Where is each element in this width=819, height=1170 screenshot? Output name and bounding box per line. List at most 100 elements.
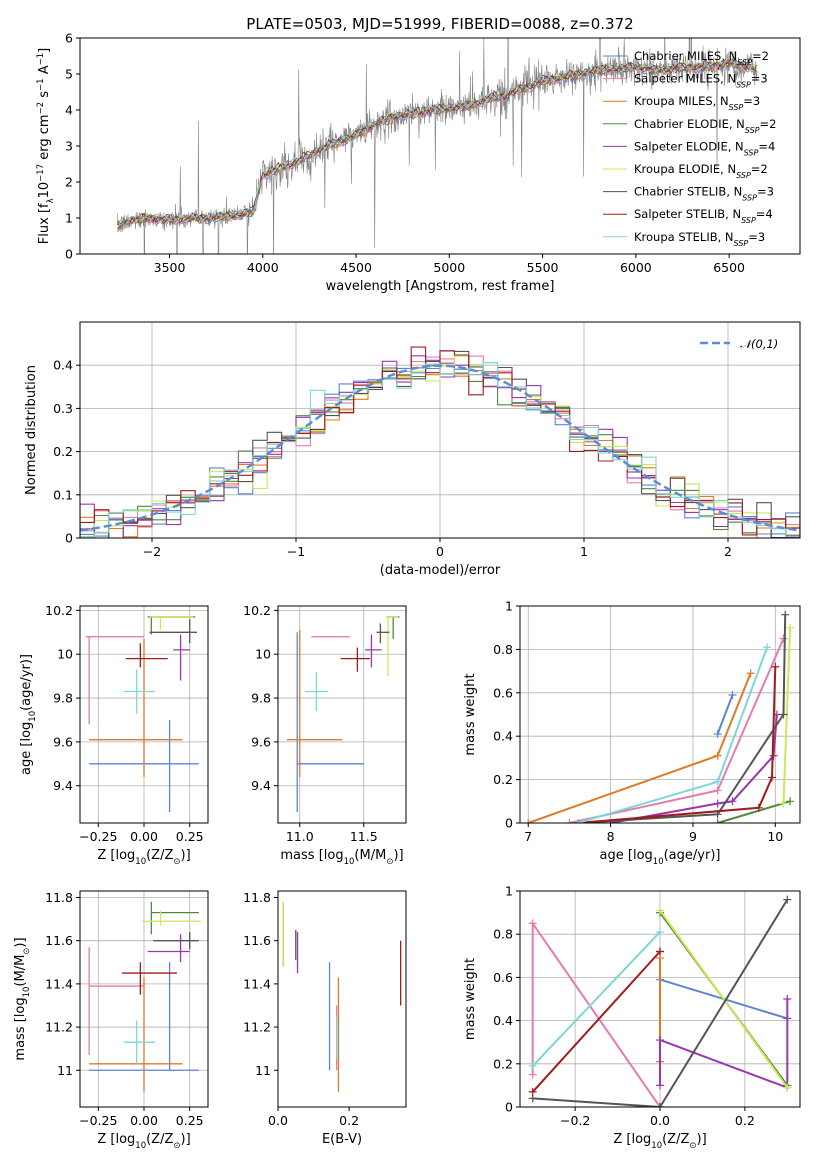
weight-point-marker bbox=[656, 1081, 664, 1090]
plot-area bbox=[88, 901, 201, 1092]
legend-entry: Salpeter MILES, NSSP=3 bbox=[634, 72, 768, 90]
errorbar-point bbox=[89, 977, 183, 1092]
massweight-vs-age-panel: 7 8 9 10 0 0.2 0.4 0.6 0.8 1 age [log10​(age/yr)] m… bbox=[463, 599, 801, 867]
x-tick-label: −1 bbox=[287, 544, 305, 559]
x-tick-label: 0.0 bbox=[650, 1113, 670, 1128]
spectrum-legend: Chabrier MILES, NSSP=2 Salpeter MILES, NS… bbox=[603, 49, 776, 247]
weight-point-marker bbox=[763, 643, 772, 652]
x-tick-label: 11.5 bbox=[350, 829, 378, 844]
y-axis-label: mass [log10​(M/M⊙​)] bbox=[13, 937, 32, 1060]
weight-series-line bbox=[577, 614, 787, 823]
legend-entry: 𝒩(0,1) bbox=[740, 337, 778, 351]
x-axis-label: wavelength [Angstrom, rest frame] bbox=[326, 279, 555, 294]
weight-series-line bbox=[569, 638, 785, 823]
weight-point-marker bbox=[528, 1070, 537, 1079]
y-tick-label: 3 bbox=[65, 139, 73, 154]
weight-point-marker bbox=[656, 928, 664, 937]
y-tick-label: 0.2 bbox=[53, 444, 73, 459]
weight-point-marker bbox=[713, 786, 722, 795]
weight-series-line bbox=[531, 931, 661, 1067]
x-tick-label: 3500 bbox=[154, 260, 186, 275]
x-tick-label: 5500 bbox=[527, 260, 559, 275]
y-tick-label: 1 bbox=[65, 211, 73, 226]
y-tick-label: 0.1 bbox=[53, 487, 73, 502]
y-axis-label: Normed distribution bbox=[24, 365, 39, 495]
weight-point-marker bbox=[565, 819, 574, 823]
weight-point-marker bbox=[656, 906, 664, 915]
weight-point-marker bbox=[713, 799, 722, 808]
y-tick-label: 0.2 bbox=[493, 1056, 513, 1071]
x-tick-label: 6000 bbox=[620, 260, 652, 275]
weight-point-marker bbox=[728, 690, 737, 699]
x-tick-label: 7 bbox=[524, 829, 532, 844]
y-tick-label: 11.2 bbox=[45, 1020, 73, 1035]
y-tick-label: 2 bbox=[65, 175, 73, 190]
y-axis-label: mass weight bbox=[463, 958, 478, 1040]
y-tick-label: 6 bbox=[65, 31, 73, 46]
weight-point-marker bbox=[783, 1083, 792, 1092]
errorbar-point bbox=[125, 643, 168, 668]
weight-point-marker bbox=[528, 1087, 537, 1096]
weight-point-marker bbox=[779, 710, 788, 719]
errorbar-point bbox=[376, 623, 390, 644]
y-tick-label: 10.2 bbox=[45, 603, 73, 618]
weight-point-marker bbox=[656, 1036, 664, 1045]
y-axis-label: Flux [fλ​10−17​ erg cm−2​ s−1​ A−1​] bbox=[36, 48, 56, 244]
plot-area bbox=[524, 610, 795, 823]
x-axis-label: age [log10​(age/yr)] bbox=[600, 848, 721, 867]
weight-point-marker bbox=[524, 819, 533, 823]
legend-entry: Chabrier MILES, NSSP=2 bbox=[634, 49, 769, 67]
legend-entry: Kroupa MILES, NSSP=3 bbox=[634, 94, 760, 112]
x-tick-label: 6500 bbox=[713, 260, 745, 275]
x-tick-label: 0.25 bbox=[176, 829, 204, 844]
legend-entry: Kroupa STELIB, NSSP=3 bbox=[634, 230, 765, 248]
y-tick-label: 0 bbox=[505, 1100, 513, 1115]
errorbar-point bbox=[149, 619, 198, 644]
residual-legend: 𝒩(0,1) bbox=[700, 337, 778, 351]
normal-reference-curve bbox=[80, 364, 800, 532]
y-tick-label: 10 bbox=[255, 647, 271, 662]
residual-histogram bbox=[80, 346, 800, 538]
y-tick-label: 9.6 bbox=[53, 734, 73, 749]
model-spectrum bbox=[117, 60, 757, 229]
x-axis-label: Z [log10​(Z/Z⊙​)] bbox=[97, 1132, 190, 1151]
y-tick-label: 5 bbox=[65, 67, 73, 82]
x-tick-label: −2 bbox=[143, 544, 161, 559]
residuals-panel: −2 −1 0 1 2 0 0.1 0.2 0.3 0.4 (data-model)/error No… bbox=[24, 321, 801, 578]
y-tick-label: 11.8 bbox=[243, 890, 271, 905]
errorbar-point bbox=[385, 616, 399, 677]
y-tick-label: 9.8 bbox=[251, 691, 271, 706]
weight-point-marker bbox=[783, 895, 792, 904]
weight-series-line bbox=[717, 800, 791, 823]
weight-point-marker bbox=[713, 777, 722, 786]
errorbar-point bbox=[296, 632, 364, 813]
y-tick-label: 0.8 bbox=[493, 927, 513, 942]
weight-point-marker bbox=[713, 730, 722, 739]
errorbar-point bbox=[153, 932, 199, 950]
x-tick-label: 5000 bbox=[433, 260, 465, 275]
x-tick-label: 8 bbox=[607, 829, 615, 844]
y-tick-label: 11.4 bbox=[243, 976, 271, 991]
y-tick-label: 11.6 bbox=[243, 933, 271, 948]
errorbar-point bbox=[85, 636, 144, 725]
weight-point-marker bbox=[746, 669, 755, 678]
x-tick-label: −0.25 bbox=[79, 1113, 117, 1128]
weight-point-marker bbox=[779, 799, 788, 808]
y-tick-label: 0 bbox=[65, 247, 73, 262]
weight-point-marker bbox=[656, 947, 664, 956]
y-tick-label: 0.6 bbox=[493, 970, 513, 985]
x-tick-label: −0.25 bbox=[79, 829, 117, 844]
y-tick-label: 11.2 bbox=[243, 1020, 271, 1035]
mass-vs-ebv-panel: 0.0 0.2 11 11.2 11.4 11.6 11.8 E(B-V) bbox=[243, 890, 407, 1147]
legend-entry: Kroupa ELODIE, NSSP=2 bbox=[634, 162, 768, 180]
axes-frame bbox=[277, 890, 407, 1108]
weight-series-line bbox=[782, 627, 792, 804]
y-tick-label: 11 bbox=[57, 1063, 73, 1078]
weight-series-line bbox=[531, 950, 661, 1093]
y-tick-label: 0 bbox=[65, 531, 73, 546]
x-tick-label: 0.25 bbox=[176, 1113, 204, 1128]
y-axis-label: age [log10​(age/yr)] bbox=[19, 654, 38, 775]
y-tick-label: 11 bbox=[255, 1063, 271, 1078]
errorbar-point bbox=[123, 669, 155, 714]
